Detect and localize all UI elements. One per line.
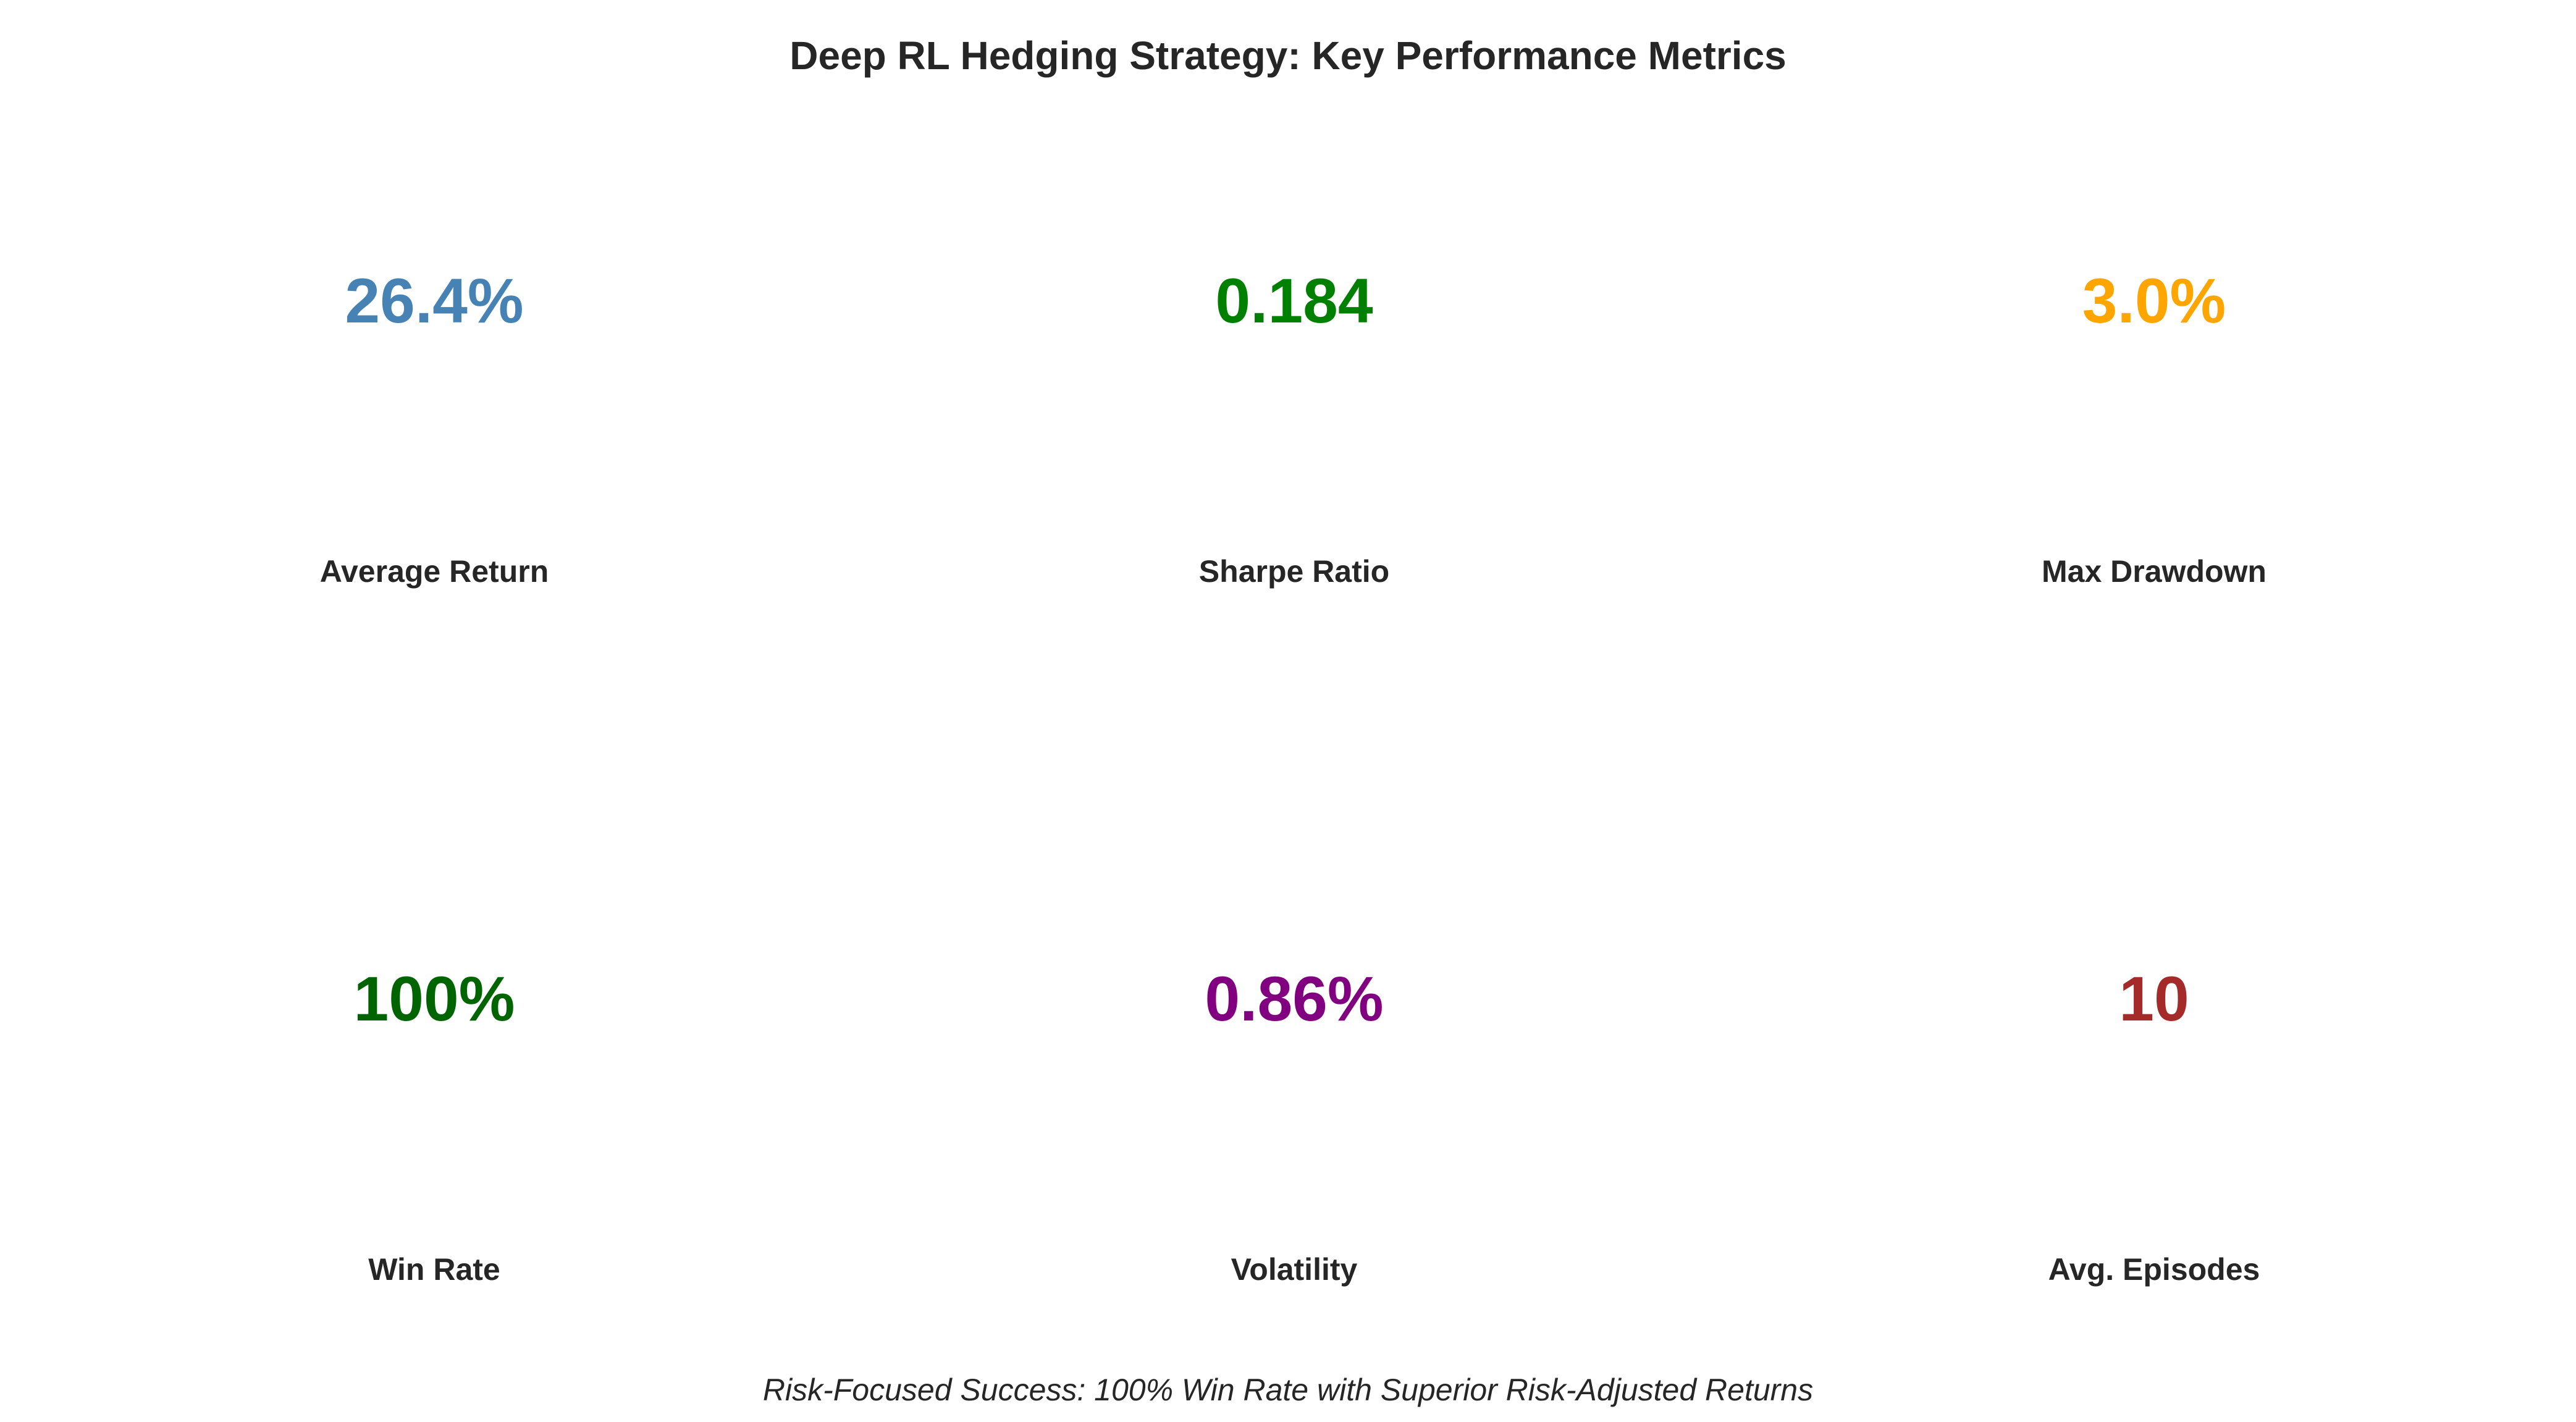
metric-label-win-rate: Win Rate bbox=[368, 1252, 500, 1287]
metric-label-average-return: Average Return bbox=[319, 554, 549, 589]
metric-label-volatility: Volatility bbox=[1231, 1252, 1358, 1287]
chart-footnote: Risk-Focused Success: 100% Win Rate with… bbox=[762, 1373, 1814, 1407]
chart-title: Deep RL Hedging Strategy: Key Performanc… bbox=[789, 33, 1787, 78]
metric-label-avg-episodes: Avg. Episodes bbox=[2048, 1252, 2260, 1287]
metric-value-sharpe-ratio: 0.184 bbox=[1215, 266, 1373, 336]
metric-value-volatility: 0.86% bbox=[1205, 964, 1384, 1034]
metric-label-sharpe-ratio: Sharpe Ratio bbox=[1198, 554, 1390, 589]
metric-value-avg-episodes: 10 bbox=[2119, 964, 2189, 1034]
metric-value-max-drawdown: 3.0% bbox=[2082, 266, 2226, 336]
metric-value-win-rate: 100% bbox=[353, 964, 515, 1034]
metric-label-max-drawdown: Max Drawdown bbox=[2042, 554, 2267, 589]
metric-value-average-return: 26.4% bbox=[345, 266, 524, 336]
